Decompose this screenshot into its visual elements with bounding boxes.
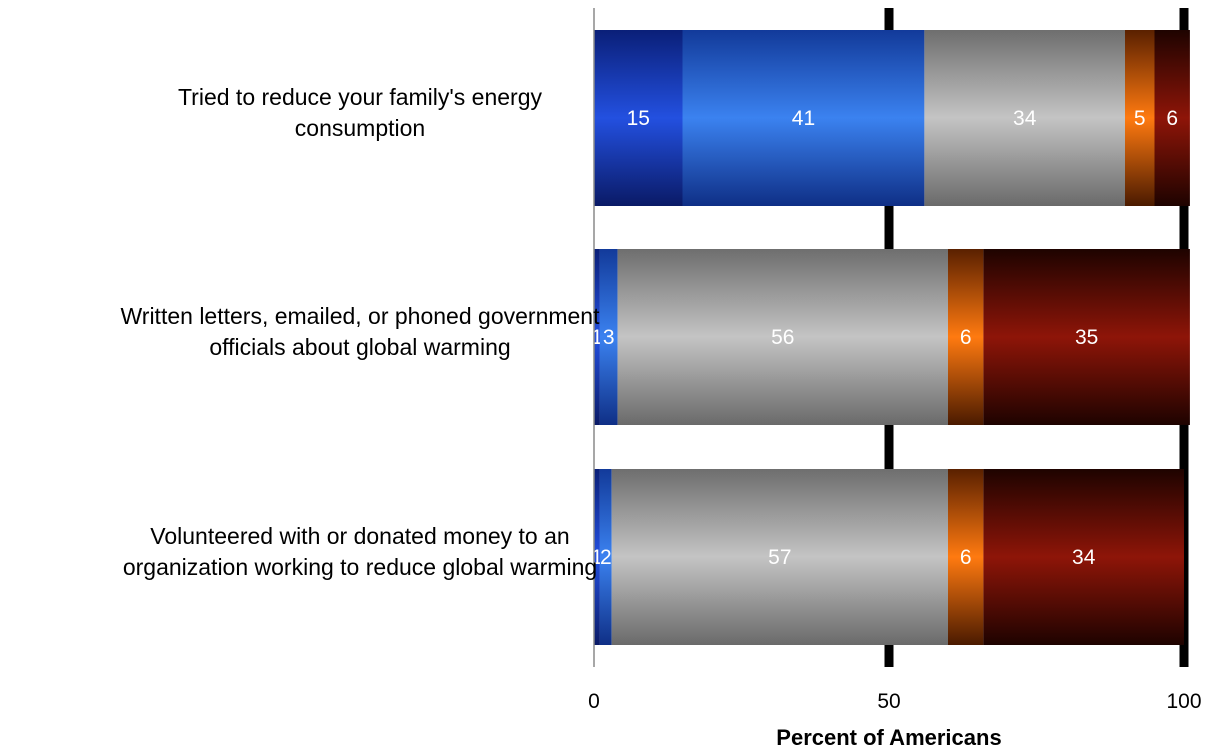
bar-segment-2-2 <box>599 249 618 425</box>
x-axis-title: Percent of Americans <box>776 725 1001 750</box>
bar-segment-1-1 <box>594 30 683 206</box>
data-label-2-4: 6 <box>960 326 972 349</box>
category-label-1-line-1: Tried to reduce your family's energy <box>178 84 543 110</box>
data-label-2-2: 3 <box>603 326 615 349</box>
data-label-2-3: 56 <box>771 326 794 349</box>
data-label-3-4: 6 <box>960 546 972 569</box>
data-label-1-1: 15 <box>627 107 650 130</box>
category-labels: Tried to reduce your family's energy cons… <box>121 84 601 580</box>
bar-segment-1-3 <box>924 30 1125 206</box>
data-label-3-2: 2 <box>600 546 612 569</box>
x-axis: 0 50 100 <box>588 8 1202 713</box>
category-label-2-line-2: officials about global warming <box>209 334 510 360</box>
data-label-3-3: 57 <box>768 546 791 569</box>
category-label-2-line-1: Written letters, emailed, or phoned gove… <box>121 303 601 329</box>
category-label-3-line-1: Volunteered with or donated money to an <box>150 523 569 549</box>
bar-segment-2-3 <box>617 249 948 425</box>
bar-segment-2-5 <box>983 249 1190 425</box>
x-tick-label-50: 50 <box>877 690 900 713</box>
bar-segment-3-1 <box>594 469 600 645</box>
bar-segment-3-5 <box>983 469 1184 645</box>
data-label-1-2: 41 <box>792 107 815 130</box>
bar-segment-1-2 <box>682 30 925 206</box>
data-label-3-5: 34 <box>1072 546 1096 569</box>
category-label-1-line-2: consumption <box>295 115 425 141</box>
x-tick-label-0: 0 <box>588 690 600 713</box>
x-tick-label-100: 100 <box>1166 690 1201 713</box>
data-label-1-4: 5 <box>1134 107 1146 130</box>
data-label-2-1: 1 <box>591 326 603 349</box>
bar-segment-3-3 <box>611 469 948 645</box>
bar-segment-2-4 <box>948 249 984 425</box>
bar-segment-3-2 <box>599 469 612 645</box>
data-label-3-1: 1 <box>591 546 603 569</box>
bar-segment-2-1 <box>594 249 600 425</box>
bar-segment-3-4 <box>948 469 984 645</box>
data-label-1-3: 34 <box>1013 107 1037 130</box>
bar-segment-1-4 <box>1125 30 1155 206</box>
data-label-1-5: 6 <box>1166 107 1178 130</box>
category-label-3-line-2: organization working to reduce global wa… <box>123 554 597 580</box>
bar-segment-1-5 <box>1154 30 1190 206</box>
data-label-2-5: 35 <box>1075 326 1098 349</box>
